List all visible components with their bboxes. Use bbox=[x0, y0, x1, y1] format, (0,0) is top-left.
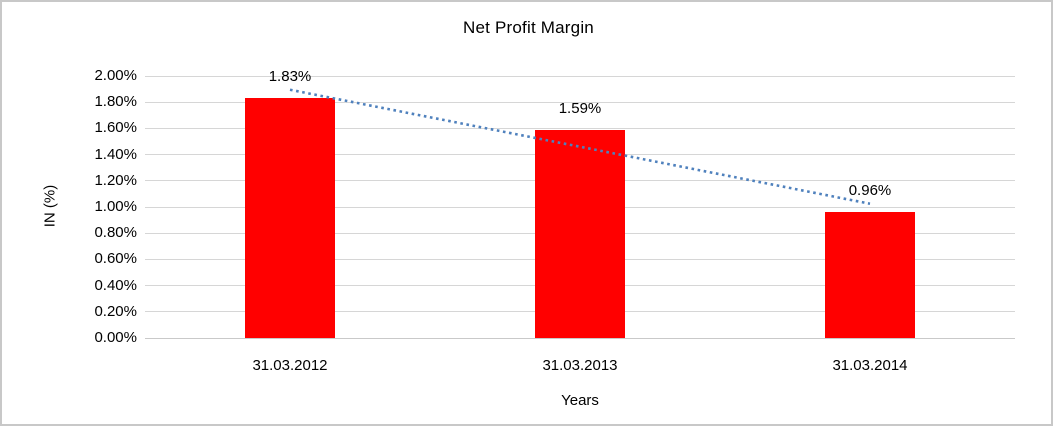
plot-area: 1.83% 1.59% 0.96% bbox=[145, 68, 1015, 339]
y-tick-label: 1.00% bbox=[94, 198, 137, 215]
x-axis-line bbox=[145, 337, 1015, 339]
gridline bbox=[145, 75, 1015, 77]
data-label: 0.96% bbox=[848, 182, 892, 200]
y-tick-label: 0.20% bbox=[94, 302, 137, 320]
y-tick-label: 0.80% bbox=[94, 224, 137, 242]
y-tick-label: 1.80% bbox=[94, 93, 137, 111]
y-tick-label: 0.00% bbox=[94, 329, 137, 346]
data-label: 1.83% bbox=[268, 68, 312, 86]
y-tick-label: 0.60% bbox=[94, 250, 137, 268]
y-tick-label: 2.00% bbox=[94, 67, 137, 84]
chart-title: Net Profit Margin bbox=[463, 18, 594, 37]
x-tick-label: 31.03.2014 bbox=[832, 357, 908, 374]
data-label: 1.59% bbox=[558, 99, 602, 117]
bar-31.03.2014 bbox=[825, 212, 915, 338]
x-tick-label: 31.03.2013 bbox=[542, 357, 618, 374]
bar-31.03.2012 bbox=[245, 98, 335, 338]
y-tick-label: 1.60% bbox=[94, 119, 137, 137]
y-tick-label: 1.40% bbox=[94, 145, 137, 163]
y-tick-label: 0.40% bbox=[94, 276, 137, 294]
x-tick-label: 31.03.2012 bbox=[252, 357, 328, 374]
x-axis-title: Years bbox=[561, 392, 599, 409]
bar-31.03.2013 bbox=[535, 129, 625, 338]
y-tick-label: 1.20% bbox=[94, 171, 137, 189]
